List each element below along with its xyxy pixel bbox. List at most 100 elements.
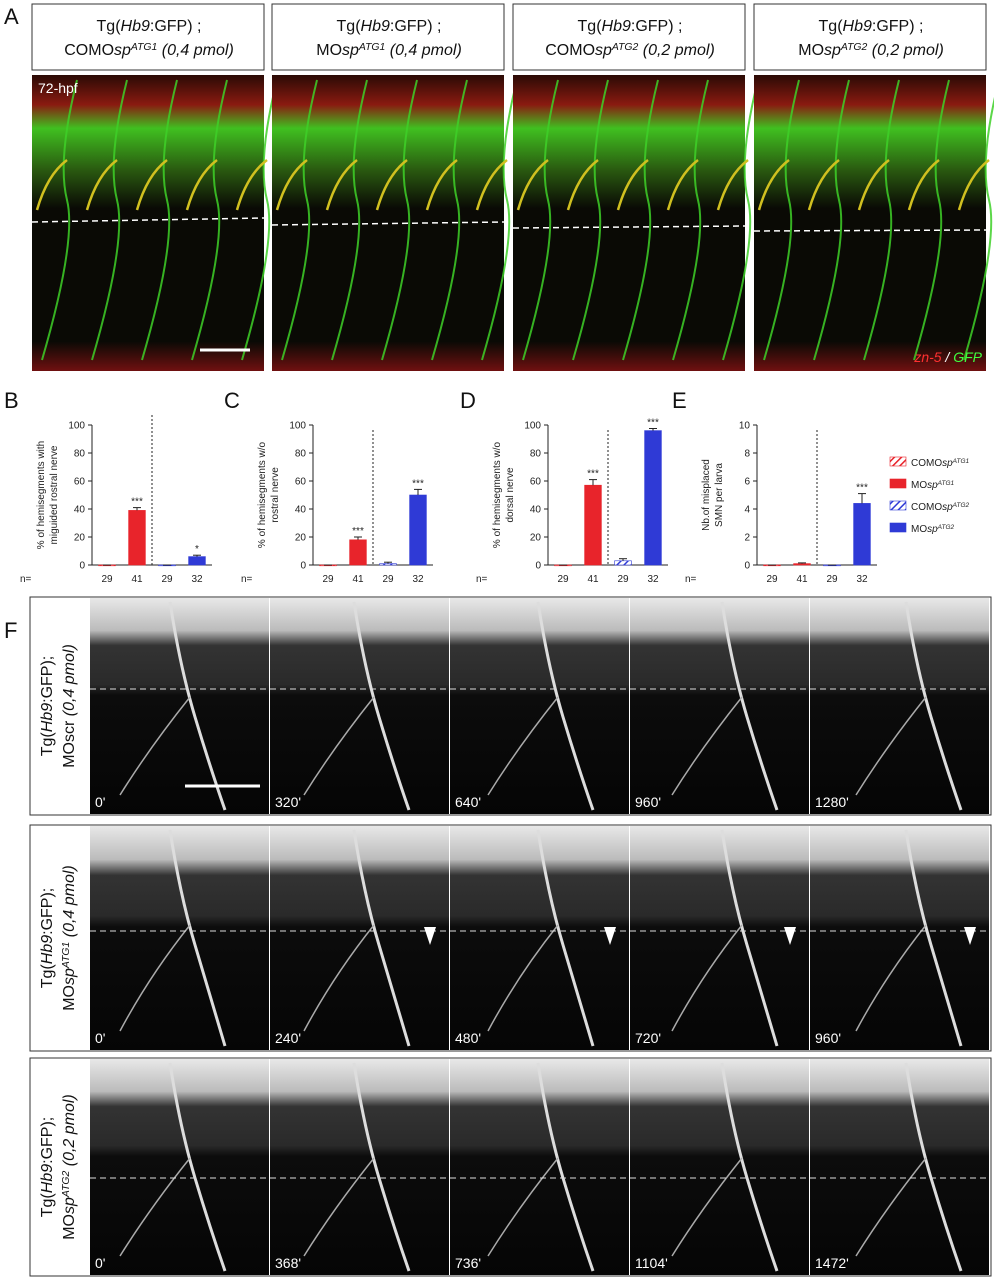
bar — [584, 484, 602, 566]
bar — [614, 560, 632, 566]
header-line: COMOspATG1 (0,4 pmol) — [64, 42, 234, 60]
neuron — [425, 159, 458, 211]
neuron — [813, 79, 850, 361]
x-tick-label: 29 — [382, 574, 394, 585]
bar — [188, 556, 206, 566]
panel-label: B — [4, 388, 19, 413]
text-part: MO — [316, 42, 342, 59]
text-part: sp — [114, 42, 131, 59]
row-label-line: MOscr (0,4 pmol) — [61, 644, 78, 768]
row-label-line: MOspATG2 (0,2 pmol) — [61, 1094, 79, 1240]
x-tick-label: 29 — [322, 574, 334, 585]
axon — [904, 601, 963, 811]
text-part: zn-5 — [913, 349, 941, 365]
x-tick-label: 29 — [101, 574, 113, 585]
stage-label: 72-hpf — [38, 80, 78, 96]
neuron — [666, 159, 699, 211]
y-tick-label: 60 — [74, 477, 86, 488]
dashed-line — [271, 221, 505, 226]
micrograph — [272, 75, 504, 371]
timelapse-frame — [810, 826, 989, 1050]
text-part: sp — [595, 42, 612, 59]
text-part: (0,4 pmol) — [61, 865, 78, 941]
y-tick-label: 80 — [530, 449, 542, 460]
neuron — [481, 79, 518, 361]
text-part: Tg( — [39, 1193, 56, 1218]
neuron — [141, 79, 178, 361]
text-part: GFP — [953, 349, 982, 365]
axon-branch — [855, 924, 927, 1032]
text-part: COMO — [911, 502, 942, 513]
x-tick-label: 29 — [557, 574, 569, 585]
significance: *** — [647, 418, 659, 429]
header-box — [271, 3, 505, 71]
panel-label: C — [224, 388, 240, 413]
x-tick-label: 41 — [587, 574, 599, 585]
text-part: Hb9 — [361, 18, 390, 35]
y-tick-label: 40 — [295, 505, 307, 516]
header-line: Tg(Hb9:GFP) ; — [819, 18, 924, 35]
n-label: n= — [476, 574, 488, 585]
time-label: 640' — [455, 794, 481, 810]
text-part: Tg( — [337, 18, 362, 35]
text-part: Hb9 — [39, 1164, 56, 1193]
text-part: sp — [927, 480, 938, 491]
y-axis-label-line: SMN per larva — [714, 463, 725, 527]
y-axis-label: Nb.of misplaced SMN per larva — [701, 459, 725, 531]
panel-label: F — [4, 618, 17, 643]
neuron — [135, 159, 168, 211]
y-tick-label: 0 — [300, 561, 306, 572]
text-part: MO — [911, 524, 927, 535]
neuron — [516, 159, 549, 211]
timelapse-frame — [450, 598, 629, 814]
text-part: (0,4 pmol) — [385, 42, 461, 59]
micrograph — [754, 75, 986, 371]
neuron — [35, 159, 68, 211]
x-tick-label: 41 — [352, 574, 364, 585]
text-part: ATG2 — [952, 502, 970, 509]
x-tick-label: 41 — [131, 574, 143, 585]
micrograph — [513, 75, 745, 371]
time-label: 1280' — [815, 794, 849, 810]
text-part: :GFP); — [39, 888, 56, 935]
axon-branch — [303, 696, 375, 796]
text-part: ATG2 — [61, 1170, 72, 1198]
x-tick-label: 29 — [617, 574, 629, 585]
y-tick-label: 100 — [68, 421, 85, 432]
y-tick-label: 100 — [524, 421, 541, 432]
text-part: :GFP) ; — [631, 18, 683, 35]
neuron — [331, 79, 368, 361]
text-part: :GFP) ; — [390, 18, 442, 35]
time-label: 960' — [815, 1030, 841, 1046]
y-axis-label-line: miguided rostral nerve — [49, 445, 60, 544]
neuron — [381, 79, 418, 361]
text-part: Hb9 — [843, 18, 872, 35]
neuron — [185, 159, 218, 211]
time-label: 720' — [635, 1030, 661, 1046]
text-part: ATG2 — [937, 524, 955, 531]
text-part: :GFP) ; — [150, 18, 202, 35]
time-label: 736' — [455, 1255, 481, 1271]
axon — [352, 829, 411, 1047]
neuron — [572, 79, 609, 361]
text-part: ATG1 — [358, 42, 385, 53]
time-label: 0' — [95, 1255, 105, 1271]
neuron — [622, 79, 659, 361]
axon-branch — [119, 1157, 191, 1257]
bar — [379, 563, 397, 566]
y-tick-label: 40 — [530, 505, 542, 516]
text-part: COMO — [545, 42, 595, 59]
y-tick-label: 20 — [74, 533, 86, 544]
neuron — [716, 159, 749, 211]
dashed-line — [753, 229, 987, 232]
legend-label: COMOspATG1 — [911, 458, 970, 470]
text-part: MO — [911, 480, 927, 491]
text-part: sp — [824, 42, 841, 59]
axon-branch — [487, 696, 559, 796]
time-label: 0' — [95, 794, 105, 810]
text-part: Tg( — [819, 18, 844, 35]
y-axis-label-line: dorsal nerve — [505, 467, 516, 522]
text-part: ATG1 — [130, 42, 157, 53]
x-tick-label: 29 — [826, 574, 838, 585]
y-tick-label: 2 — [744, 533, 750, 544]
